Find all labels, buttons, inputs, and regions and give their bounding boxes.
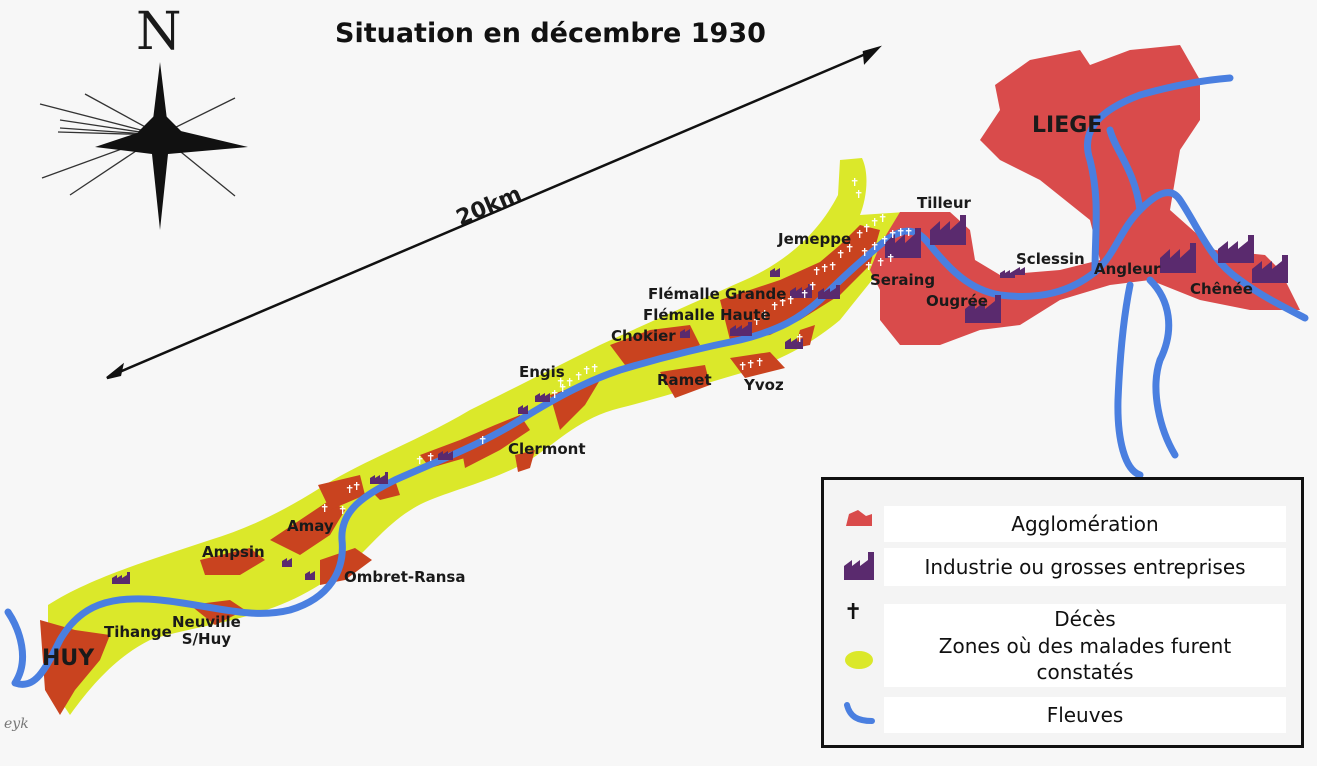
agglomeration-swatch-icon <box>846 510 872 526</box>
place-yvoz: Yvoz <box>744 376 784 394</box>
place-ombret-ransa: Ombret-Ransa <box>344 568 466 586</box>
svg-text:✝: ✝ <box>876 256 885 269</box>
place-clermont: Clermont <box>508 440 586 458</box>
place-neuville-line1: Neuville <box>172 613 241 631</box>
svg-text:✝: ✝ <box>800 288 809 301</box>
svg-text:✝: ✝ <box>854 188 863 201</box>
place-tilleur: Tilleur <box>917 194 971 212</box>
svg-text:✝: ✝ <box>738 360 747 373</box>
svg-text:✝: ✝ <box>565 376 574 389</box>
svg-text:✝: ✝ <box>880 234 889 247</box>
place-engis: Engis <box>519 363 565 381</box>
svg-text:✝: ✝ <box>864 260 873 273</box>
legend-label-line1: Zones où des malades furent <box>938 634 1232 658</box>
scale-arrow <box>106 45 882 380</box>
compass-north-label: N <box>136 2 182 62</box>
svg-text:✝: ✝ <box>478 434 487 447</box>
place-flemalle-grande: Flémalle Grande <box>648 285 787 303</box>
cross-icon: ✝ <box>844 600 863 625</box>
compass-rose-icon <box>39 62 248 230</box>
svg-text:✝: ✝ <box>746 358 755 371</box>
place-sclessin: Sclessin <box>1016 250 1085 268</box>
svg-text:✝: ✝ <box>820 262 829 275</box>
place-neuville-s-huy: Neuville S/Huy <box>172 614 241 648</box>
svg-text:✝: ✝ <box>862 222 871 235</box>
legend-label: Industrie ou grosses entreprises <box>884 548 1286 586</box>
svg-text:✝: ✝ <box>896 226 905 239</box>
place-flemalle-haute: Flémalle Haute <box>643 306 771 324</box>
svg-text:✝: ✝ <box>574 370 583 383</box>
svg-text:✝: ✝ <box>836 248 845 261</box>
svg-text:✝: ✝ <box>582 364 591 377</box>
place-ampsin: Ampsin <box>202 543 265 561</box>
svg-text:✝: ✝ <box>778 296 787 309</box>
svg-text:✝: ✝ <box>828 260 837 273</box>
svg-text:✝: ✝ <box>415 454 424 467</box>
svg-text:✝: ✝ <box>795 332 804 345</box>
svg-text:✝: ✝ <box>558 382 567 395</box>
place-ougree: Ougrée <box>926 292 988 310</box>
svg-text:✝: ✝ <box>878 212 887 225</box>
svg-text:✝: ✝ <box>870 240 879 253</box>
place-neuville-line2: S/Huy <box>181 630 232 648</box>
factory-markers <box>112 215 1288 584</box>
svg-text:✝: ✝ <box>845 242 854 255</box>
river-line-icon <box>844 702 875 724</box>
svg-text:✝: ✝ <box>855 228 864 241</box>
svg-text:✝: ✝ <box>590 362 599 375</box>
place-liege: LIEGE <box>1032 113 1103 138</box>
sick-zone-swatch-icon <box>845 651 873 669</box>
svg-text:✝: ✝ <box>808 280 817 293</box>
svg-text:✝: ✝ <box>755 356 764 369</box>
svg-text:✝: ✝ <box>550 388 559 401</box>
svg-text:✝: ✝ <box>786 294 795 307</box>
valley-settlement-patches <box>40 225 880 715</box>
svg-text:✝: ✝ <box>320 502 329 515</box>
place-jemeppe: Jemeppe <box>778 230 852 248</box>
svg-text:✝: ✝ <box>352 480 361 493</box>
legend-label: Fleuves <box>884 697 1286 733</box>
map-title: Situation en décembre 1930 <box>335 18 766 49</box>
svg-text:✝: ✝ <box>870 216 879 229</box>
svg-text:✝: ✝ <box>426 451 435 464</box>
legend-label: Décès <box>884 604 1286 634</box>
svg-text:✝: ✝ <box>770 300 779 313</box>
place-huy: HUY <box>42 646 95 671</box>
svg-text:✝: ✝ <box>812 265 821 278</box>
svg-text:✝: ✝ <box>760 308 769 321</box>
place-angleur: Angleur <box>1094 260 1161 278</box>
place-chokier: Chokier <box>611 327 676 345</box>
artist-signature: eyk <box>4 716 29 732</box>
svg-text:✝: ✝ <box>888 228 897 241</box>
svg-text:✝: ✝ <box>752 315 761 328</box>
rivers <box>4 74 1309 688</box>
svg-text:✝: ✝ <box>886 252 895 265</box>
place-seraing: Seraing <box>870 271 936 289</box>
legend-label-line2: constatés <box>1036 660 1134 684</box>
place-ramet: Ramet <box>657 371 712 389</box>
svg-text:✝: ✝ <box>904 226 913 239</box>
place-chenee: Chênée <box>1190 280 1253 298</box>
death-markers: ✝ ✝ ✝✝ ✝ ✝ ✝ ✝✝✝ ✝✝✝ ✝ ✝✝ ✝ ✝✝ ✝✝✝ ✝ ✝✝ ✝✝✝… <box>320 176 913 517</box>
svg-text:✝: ✝ <box>860 246 869 259</box>
map-legend: Agglomération Industrie ou grosses entre… <box>821 477 1304 748</box>
legend-label: Agglomération <box>884 506 1286 542</box>
svg-text:✝: ✝ <box>338 504 347 517</box>
svg-text:✝: ✝ <box>556 376 565 389</box>
svg-text:✝: ✝ <box>345 483 354 496</box>
legend-label-multiline: Zones où des malades furent constatés <box>884 633 1286 687</box>
place-tihange: Tihange <box>104 623 172 641</box>
place-amay: Amay <box>287 517 334 535</box>
factory-icon <box>844 552 874 580</box>
svg-text:✝: ✝ <box>850 176 859 189</box>
